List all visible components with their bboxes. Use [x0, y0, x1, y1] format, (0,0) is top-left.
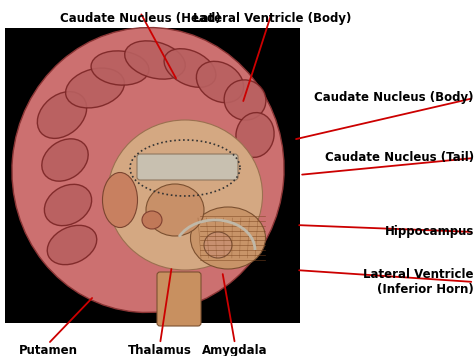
Ellipse shape [37, 91, 87, 138]
Ellipse shape [125, 41, 185, 79]
Ellipse shape [204, 232, 232, 258]
Bar [5, 28, 300, 323]
Text: Putamen: Putamen [18, 344, 78, 356]
Ellipse shape [65, 68, 124, 108]
Ellipse shape [146, 184, 204, 236]
Text: Thalamus: Thalamus [128, 344, 192, 356]
Text: Caudate Nucleus (Head): Caudate Nucleus (Head) [60, 12, 220, 25]
Text: Amygdala: Amygdala [202, 344, 268, 356]
Text: Caudate Nucleus (Tail): Caudate Nucleus (Tail) [325, 152, 474, 164]
Ellipse shape [196, 61, 244, 103]
Ellipse shape [164, 49, 216, 87]
Ellipse shape [91, 51, 149, 85]
Ellipse shape [45, 184, 91, 226]
Ellipse shape [236, 112, 274, 157]
Ellipse shape [47, 225, 97, 265]
FancyBboxPatch shape [157, 272, 201, 326]
Ellipse shape [102, 173, 137, 227]
Ellipse shape [12, 27, 284, 313]
Text: Hippocampus: Hippocampus [384, 225, 474, 239]
Ellipse shape [108, 120, 263, 270]
Ellipse shape [142, 211, 162, 229]
Text: Lateral Ventricle
(Inferior Horn): Lateral Ventricle (Inferior Horn) [364, 268, 474, 296]
Ellipse shape [191, 207, 265, 269]
Text: Caudate Nucleus (Body): Caudate Nucleus (Body) [315, 91, 474, 105]
Ellipse shape [224, 80, 266, 120]
FancyBboxPatch shape [137, 154, 238, 180]
Ellipse shape [42, 139, 88, 181]
Text: Lateral Ventricle (Body): Lateral Ventricle (Body) [193, 12, 351, 25]
